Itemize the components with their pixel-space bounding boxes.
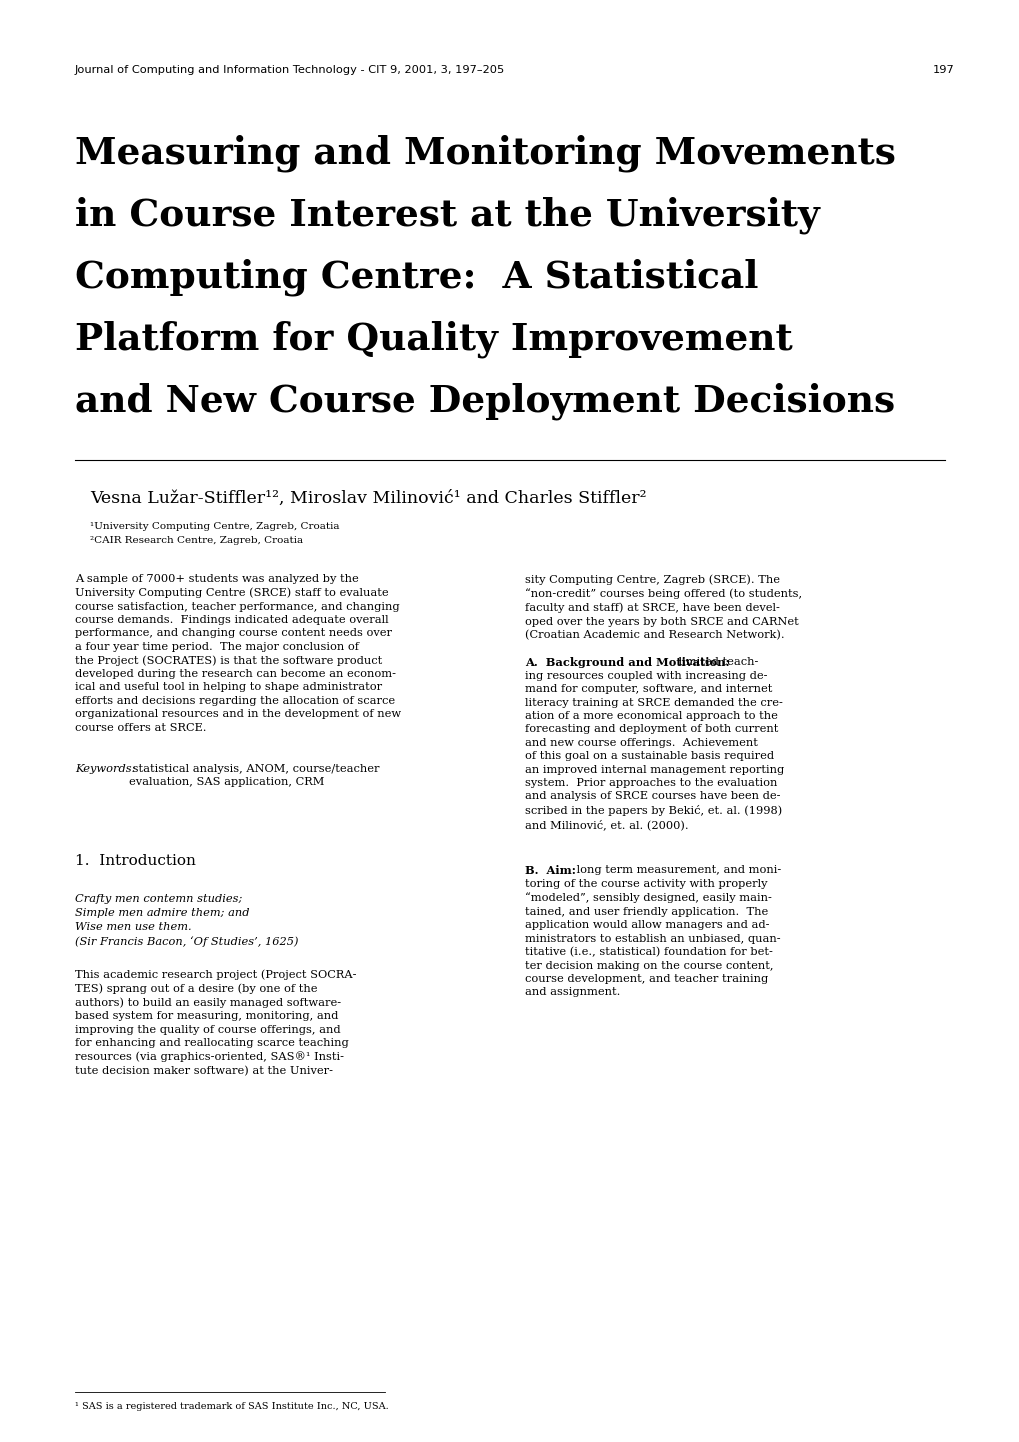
Text: A sample of 7000+ students was analyzed by the
University Computing Centre (SRCE: A sample of 7000+ students was analyzed … [75, 574, 400, 733]
Text: limited teach-: limited teach- [675, 658, 758, 668]
Text: 1.  Introduction: 1. Introduction [75, 854, 196, 868]
Text: This academic research project (Project SOCRA-
TES) sprang out of a desire (by o: This academic research project (Project … [75, 969, 357, 1076]
Text: 197: 197 [932, 65, 954, 75]
Text: sity Computing Centre, Zagreb (SRCE). The
“non-credit” courses being offered (to: sity Computing Centre, Zagreb (SRCE). Th… [525, 574, 801, 640]
Text: Crafty men contemn studies;
Simple men admire them; and
Wise men use them.
(Sir : Crafty men contemn studies; Simple men a… [75, 894, 299, 947]
Text: ing resources coupled with increasing de-
mand for computer, software, and inter: ing resources coupled with increasing de… [525, 671, 784, 831]
Text: Platform for Quality Improvement: Platform for Quality Improvement [75, 322, 792, 359]
Text: Vesna Lužar-Stiffler¹², Miroslav Milinović¹ and Charles Stiffler²: Vesna Lužar-Stiffler¹², Miroslav Milinov… [90, 490, 646, 508]
Text: statistical analysis, ANOM, course/teacher
evaluation, SAS application, CRM: statistical analysis, ANOM, course/teach… [128, 764, 379, 787]
Text: Computing Centre:  A Statistical: Computing Centre: A Statistical [75, 260, 758, 297]
Text: in Course Interest at the University: in Course Interest at the University [75, 198, 819, 235]
Text: B.  Aim:: B. Aim: [525, 865, 576, 875]
Text: Measuring and Monitoring Movements: Measuring and Monitoring Movements [75, 136, 895, 173]
Text: ²CAIR Research Centre, Zagreb, Croatia: ²CAIR Research Centre, Zagreb, Croatia [90, 536, 303, 545]
Text: long term measurement, and moni-: long term measurement, and moni- [573, 865, 781, 875]
Text: Journal of Computing and Information Technology - CIT 9, 2001, 3, 197–205: Journal of Computing and Information Tec… [75, 65, 504, 75]
Text: toring of the course activity with properly
“modeled”, sensibly designed, easily: toring of the course activity with prope… [525, 880, 780, 998]
Text: and New Course Deployment Decisions: and New Course Deployment Decisions [75, 384, 895, 421]
Text: Keywords:: Keywords: [75, 764, 136, 774]
Text: ¹University Computing Centre, Zagreb, Croatia: ¹University Computing Centre, Zagreb, Cr… [90, 522, 339, 531]
Text: A.  Background and Motivation:: A. Background and Motivation: [525, 658, 729, 668]
Text: ¹ SAS is a registered trademark of SAS Institute Inc., NC, USA.: ¹ SAS is a registered trademark of SAS I… [75, 1402, 388, 1412]
